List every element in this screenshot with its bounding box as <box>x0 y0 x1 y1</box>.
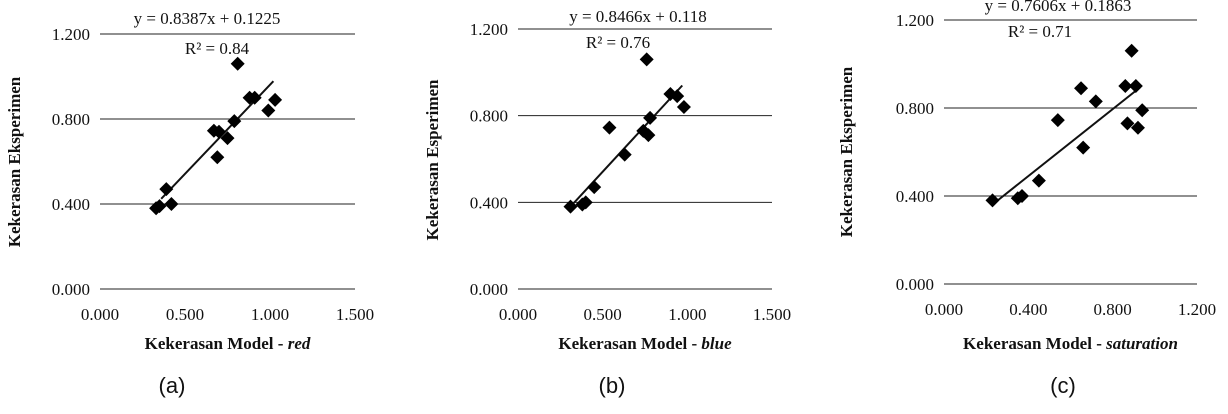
data-point <box>602 120 617 135</box>
panel-caption: (c) <box>1050 373 1076 398</box>
x-tick-label: 1.000 <box>668 305 706 324</box>
r-squared-label: R² = 0.71 <box>1008 22 1072 41</box>
y-tick-label: 0.400 <box>470 193 508 212</box>
y-tick-label: 0.400 <box>896 187 934 206</box>
y-tick-label: 0.400 <box>52 195 90 214</box>
panel-caption: (b) <box>599 373 626 398</box>
y-tick-label: 1.200 <box>52 25 90 44</box>
data-point <box>617 147 632 162</box>
x-tick-label: 0.500 <box>584 305 622 324</box>
x-axis-title-main: Kekerasan Model - <box>558 334 701 353</box>
data-point <box>1128 79 1143 93</box>
data-point <box>1076 140 1091 155</box>
data-point <box>1074 81 1089 96</box>
y-tick-label: 0.800 <box>52 110 90 129</box>
data-point <box>1135 103 1150 118</box>
y-tick-label: 0.000 <box>470 280 508 299</box>
data-point <box>578 195 593 210</box>
data-point <box>1118 79 1133 93</box>
data-point <box>1130 120 1145 135</box>
x-axis-title: Kekerasan Model - blue <box>558 334 732 353</box>
data-point <box>230 56 245 71</box>
x-tick-label: 0.500 <box>166 305 204 324</box>
x-axis-title: Kekerasan Model - red <box>145 334 311 353</box>
y-tick-label: 1.200 <box>896 11 934 30</box>
data-point <box>670 89 685 104</box>
y-axis-title: Kekerasan Eksperimen <box>837 66 856 237</box>
x-axis-title-variable: saturation <box>1105 334 1178 353</box>
data-point <box>1031 173 1046 188</box>
y-tick-label: 0.800 <box>470 107 508 126</box>
data-point <box>261 103 276 118</box>
y-tick-label: 0.000 <box>896 275 934 294</box>
data-point <box>563 199 578 214</box>
data-point <box>985 193 1000 208</box>
r-squared-label: R² = 0.76 <box>586 33 650 52</box>
x-tick-label: 1.500 <box>336 305 374 324</box>
data-point <box>268 92 283 107</box>
y-tick-label: 0.000 <box>52 280 90 299</box>
data-point <box>227 114 242 129</box>
x-tick-label: 0.800 <box>1094 300 1132 319</box>
x-axis-title-variable: blue <box>701 334 732 353</box>
data-point <box>1088 94 1103 109</box>
data-point <box>164 197 179 211</box>
data-point <box>639 52 654 67</box>
data-point <box>1015 189 1030 203</box>
chart-panel-1: 0.000 0.400 0.800 1.200 0.000 0.500 1.000 1.500… <box>5 9 374 398</box>
panel-caption: (a) <box>159 373 186 398</box>
regression-equation: y = 0.7606x + 0.1863 <box>985 0 1132 15</box>
data-point <box>220 131 235 146</box>
y-tick-label: 1.200 <box>470 20 508 39</box>
data-point <box>152 199 167 214</box>
regression-equation: y = 0.8466x + 0.118 <box>569 7 707 26</box>
x-axis-title-variable: red <box>288 334 311 353</box>
chart-panel-2: 0.000 0.400 0.800 1.200 0.000 0.500 1.000 1.500… <box>423 7 791 398</box>
data-point <box>159 182 174 197</box>
data-point <box>212 124 226 139</box>
regression-equation: y = 0.8387x + 0.1225 <box>134 9 281 28</box>
x-tick-label: 0.000 <box>81 305 119 324</box>
x-axis-title-main: Kekerasan Model - <box>963 334 1106 353</box>
x-tick-label: 1.200 <box>1178 300 1216 319</box>
data-point <box>641 128 656 143</box>
chart-panel-3: 0.000 0.400 0.800 1.200 0.000 0.400 0.800 1.200… <box>837 0 1216 398</box>
data-point <box>676 100 691 114</box>
data-point <box>247 90 262 105</box>
data-point <box>1120 116 1135 131</box>
trendline <box>993 86 1141 204</box>
x-axis-title-main: Kekerasan Model - <box>145 334 288 353</box>
x-tick-label: 0.400 <box>1009 300 1047 319</box>
x-tick-label: 1.000 <box>251 305 289 324</box>
x-axis-title: Kekerasan Model - saturation <box>963 334 1178 353</box>
r-squared-label: R² = 0.84 <box>185 39 250 58</box>
data-point <box>1124 43 1139 58</box>
x-tick-label: 0.000 <box>499 305 537 324</box>
x-tick-label: 1.500 <box>753 305 791 324</box>
x-tick-label: 0.000 <box>925 300 963 319</box>
data-point <box>1050 113 1065 128</box>
y-axis-title: Kekerasan Eksperimen <box>5 76 24 247</box>
y-tick-label: 0.800 <box>896 99 934 118</box>
data-point <box>210 150 225 165</box>
data-point <box>643 110 658 125</box>
data-point <box>587 180 602 195</box>
y-axis-title: Kekerasan Esperimen <box>423 79 442 241</box>
